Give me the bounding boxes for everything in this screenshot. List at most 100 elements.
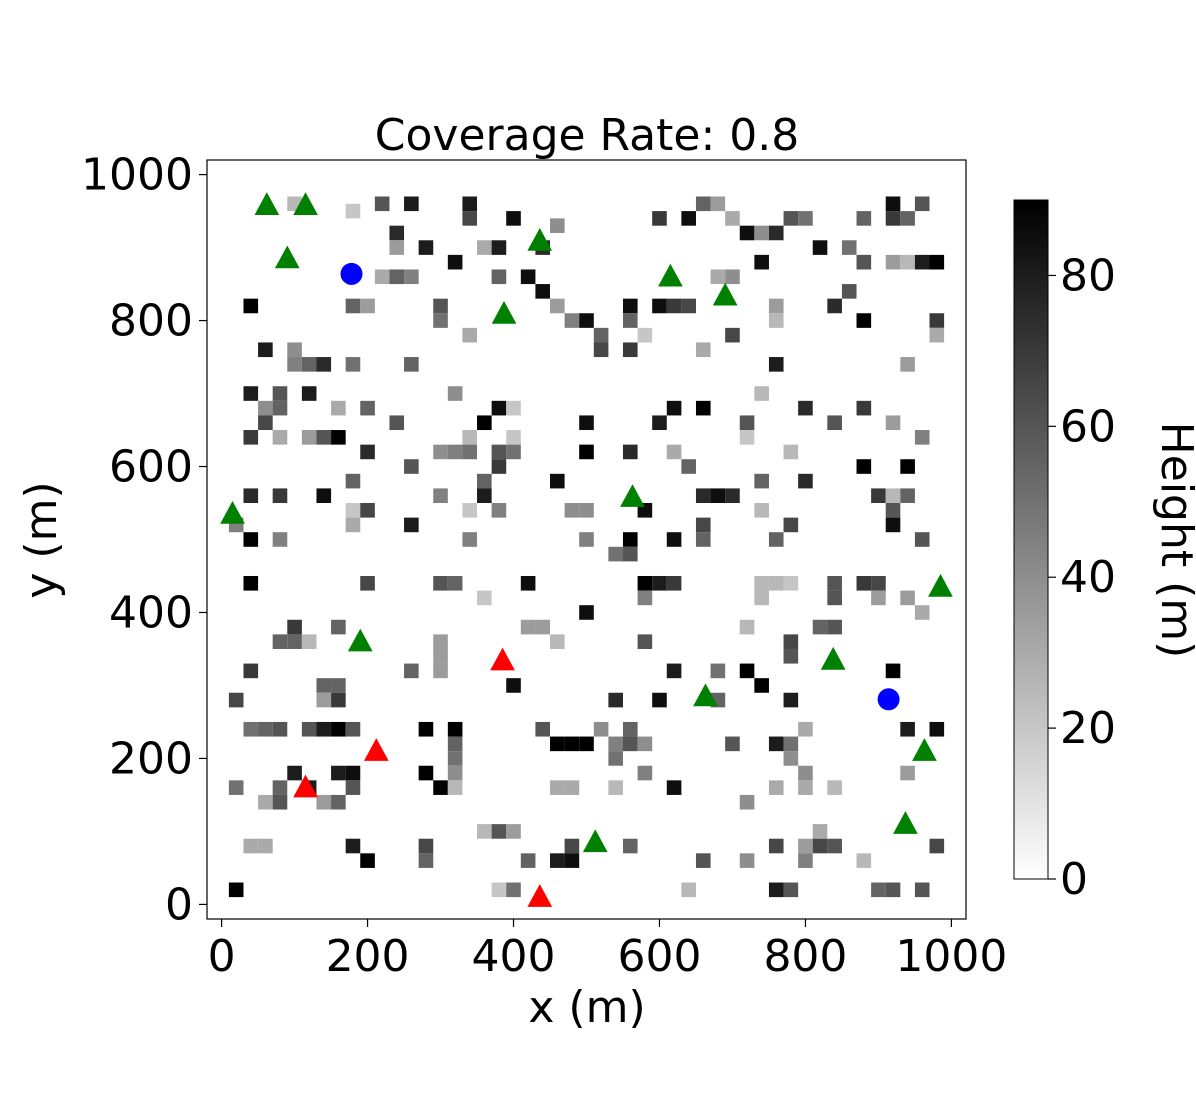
height-cell [228,780,244,795]
height-cell [447,780,463,795]
height-cell [768,838,784,854]
height-cell [929,327,945,343]
height-cell [564,838,580,854]
height-cell [491,882,507,898]
height-cell [389,240,405,255]
height-cell [389,225,405,241]
height-cell [652,415,667,431]
height-cell [331,400,346,416]
height-cell [550,218,565,233]
height-cell [768,313,784,328]
height-cell [666,575,682,591]
height-cell [447,575,463,591]
green-triangle-marker [274,245,300,269]
height-cell [637,590,653,606]
height-cell [550,853,565,868]
height-cell [506,882,521,898]
height-cell [462,532,478,547]
height-cell [754,678,769,693]
height-cell [506,430,521,445]
height-cell [477,415,492,431]
height-cell [272,780,288,795]
height-cell [929,838,945,854]
colorbar-gradient [1013,199,1049,880]
height-cell [768,575,784,591]
height-cell [637,575,653,591]
green-triangle-marker [712,282,738,306]
height-cell [345,780,361,795]
height-cell [491,400,507,416]
height-cell [345,503,361,518]
x-tick-label: 200 [326,931,410,982]
height-cell [316,678,332,693]
height-cell [856,575,872,591]
green-triangle-marker [620,484,645,507]
height-cell [272,400,288,416]
height-cell [929,313,945,328]
height-cell [360,503,375,518]
height-cell [550,736,565,752]
height-cell [301,721,317,737]
height-cell [783,575,799,591]
height-cell [754,473,769,489]
height-cell [272,794,288,810]
height-cell [345,298,361,314]
height-cell [914,254,930,270]
height-cell [622,298,638,314]
height-cell [841,284,857,299]
height-cell [316,488,332,504]
height-cell [287,619,302,635]
blue-circle-marker [340,262,363,285]
height-cell [666,663,682,679]
height-cell [681,459,696,474]
height-cell [827,575,842,591]
height-cell [929,254,945,270]
colorbar-ticks: 0 20 40 60 80 [1048,250,1116,905]
green-triangle-marker [693,683,718,707]
x-tick-label: 800 [763,931,847,982]
height-cell [447,765,463,781]
x-axis-label: x (m) [528,982,645,1033]
height-cell [768,736,784,752]
height-cell [666,400,682,416]
height-cell [447,386,463,401]
height-cell [798,400,813,416]
colorbar-tick-label: 40 [1060,552,1116,603]
height-cell [404,357,419,372]
height-cell [695,342,711,358]
height-cell [856,459,872,474]
height-cell [404,517,419,533]
height-cell [301,386,317,401]
height-cell [725,327,740,343]
height-cell [272,634,288,649]
height-cell [637,634,653,649]
height-cell [258,838,273,854]
height-cell [243,838,259,854]
height-cell [477,824,492,839]
height-cell [900,488,915,504]
height-cell [856,211,872,226]
height-cell [885,415,901,431]
height-cell [885,663,901,679]
height-cell [272,532,288,547]
plot-area [206,159,967,920]
height-cell [462,211,478,226]
height-cell [914,605,930,620]
height-cell [666,298,682,314]
height-cell [885,488,901,504]
height-cell [491,269,507,285]
height-cell [447,721,463,737]
height-cell [637,765,653,781]
height-cell [710,269,726,285]
height-cell [914,882,930,898]
height-cell [652,575,667,591]
plot-frame [206,159,967,920]
height-cell [812,619,828,635]
colorbar-tick-label: 20 [1060,703,1116,754]
height-cell [462,430,478,445]
height-cell [404,459,419,474]
height-cell [798,765,813,781]
height-cell [593,342,609,358]
height-cell [798,838,813,854]
height-cell [550,780,565,795]
